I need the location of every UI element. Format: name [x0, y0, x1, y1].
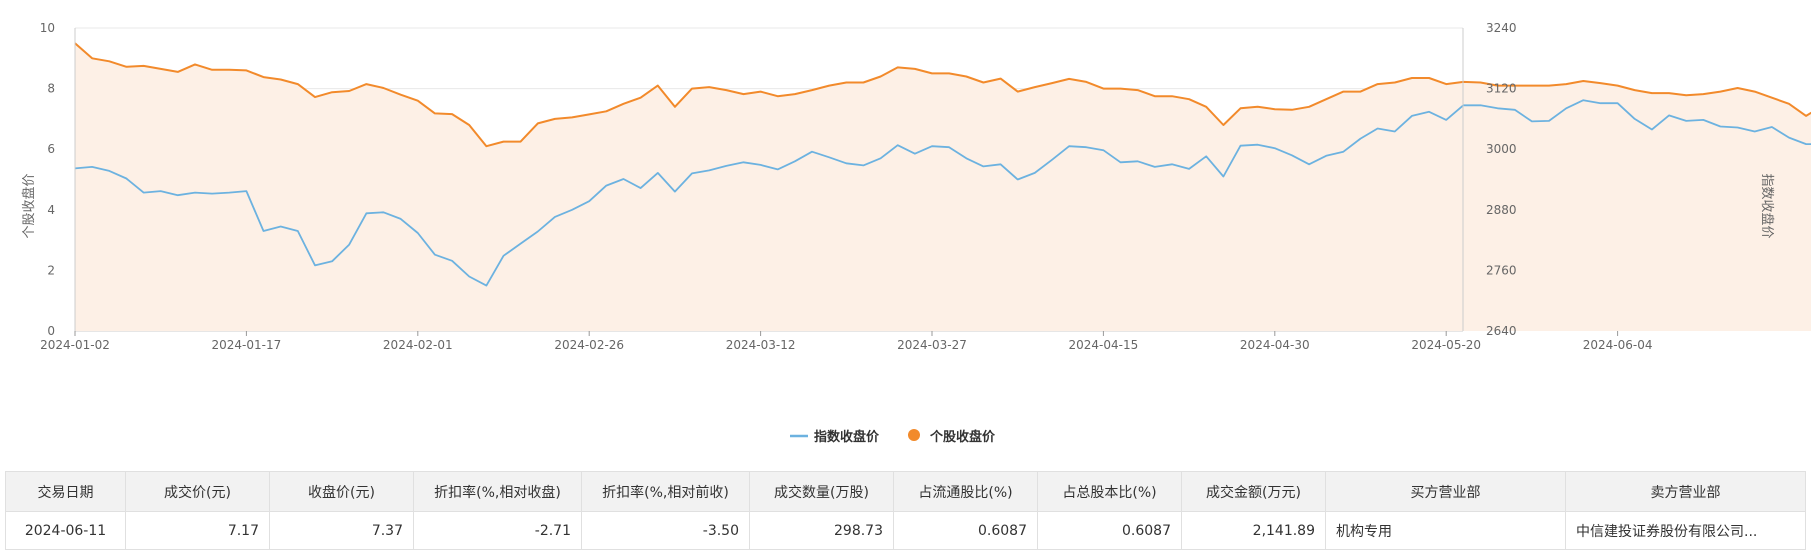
- y-left-tick-label: 2: [47, 263, 55, 277]
- cell-trade-date: 2024-06-11: [5, 511, 126, 550]
- cell-deal-price: 7.17: [125, 511, 270, 550]
- header-discount-close: 折扣率(%,相对收盘): [413, 471, 582, 512]
- header-close-price: 收盘价(元): [269, 471, 414, 512]
- y-axis-left: 0 2 4 6 8 10: [40, 21, 76, 338]
- y-right-tick-label: 3000: [1486, 142, 1517, 156]
- x-tick-label: 2024-01-02: [40, 338, 110, 352]
- cell-discount-close: -2.71: [413, 511, 582, 550]
- cell-volume: 298.73: [749, 511, 894, 550]
- header-volume: 成交数量(万股): [749, 471, 894, 512]
- legend-marker-stock: [908, 429, 920, 441]
- y-axis-left-title: 个股收盘价: [21, 173, 37, 238]
- block-trade-table-wrap: 交易日期 成交价(元) 收盘价(元) 折扣率(%,相对收盘) 折扣率(%,相对前…: [5, 471, 1806, 550]
- y-right-tick-label: 2640: [1486, 324, 1517, 338]
- y-left-tick-label: 6: [47, 142, 55, 156]
- cell-discount-prev: -3.50: [581, 511, 750, 550]
- area-fill-layer: [75, 43, 1811, 331]
- table-row: 2024-06-11 7.17 7.37 -2.71 -3.50 298.73 …: [5, 511, 1806, 550]
- legend: 指数收盘价 个股收盘价: [790, 429, 996, 445]
- legend-label-index: 指数收盘价: [814, 429, 880, 445]
- cell-total-ratio: 0.6087: [1037, 511, 1182, 550]
- stock-area-fill: [75, 43, 1811, 331]
- line-chart: 2024-01-02 2024-01-17 2024-02-01 2024-02-26…: [21, 21, 1811, 445]
- header-float-ratio: 占流通股比(%): [893, 471, 1038, 512]
- chart-area: 2024-01-02 2024-01-17 2024-02-01 2024-02-26…: [21, 21, 1811, 445]
- x-axis: 2024-01-02 2024-01-17 2024-02-01 2024-02-26…: [40, 331, 1652, 352]
- x-tick-label: 2024-04-30: [1240, 338, 1310, 352]
- y-axis-right-title: 指数收盘价: [1759, 173, 1775, 238]
- header-seller: 卖方营业部: [1565, 471, 1806, 512]
- y-right-tick-label: 2880: [1486, 203, 1517, 217]
- cell-amount: 2,141.89: [1181, 511, 1326, 550]
- cell-seller[interactable]: 中信建投证券股份有限公司...: [1565, 511, 1806, 550]
- x-tick-label: 2024-06-04: [1583, 338, 1653, 352]
- header-amount: 成交金额(万元): [1181, 471, 1326, 512]
- y-left-tick-label: 10: [40, 21, 55, 35]
- header-trade-date: 交易日期: [5, 471, 126, 512]
- x-tick-label: 2024-01-17: [212, 338, 282, 352]
- header-discount-prev: 折扣率(%,相对前收): [581, 471, 750, 512]
- y-axis-right: 2640 2760 2880 3000 3120 3240: [1462, 21, 1517, 338]
- cell-buyer[interactable]: 机构专用: [1325, 511, 1566, 550]
- x-tick-label: 2024-04-15: [1069, 338, 1139, 352]
- series-lines: [74, 42, 1811, 287]
- header-buyer: 买方营业部: [1325, 471, 1566, 512]
- table-header-row: 交易日期 成交价(元) 收盘价(元) 折扣率(%,相对收盘) 折扣率(%,相对前…: [5, 471, 1806, 512]
- y-right-tick-label: 2760: [1486, 263, 1517, 277]
- y-left-tick-label: 0: [47, 324, 55, 338]
- x-tick-label: 2024-02-01: [383, 338, 453, 352]
- x-tick-label: 2024-03-27: [897, 338, 967, 352]
- legend-label-stock: 个股收盘价: [929, 429, 996, 445]
- y-right-tick-label: 3120: [1486, 82, 1517, 96]
- y-left-tick-label: 8: [47, 82, 55, 96]
- y-right-tick-label: 3240: [1486, 21, 1517, 35]
- cell-float-ratio: 0.6087: [893, 511, 1038, 550]
- x-tick-label: 2024-03-12: [726, 338, 796, 352]
- x-tick-label: 2024-02-26: [554, 338, 624, 352]
- cell-close-price: 7.37: [269, 511, 414, 550]
- series-line-index: [74, 99, 1811, 287]
- x-tick-label: 2024-05-20: [1411, 338, 1481, 352]
- block-trade-table: 交易日期 成交价(元) 收盘价(元) 折扣率(%,相对收盘) 折扣率(%,相对前…: [5, 471, 1806, 550]
- header-total-ratio: 占总股本比(%): [1037, 471, 1182, 512]
- y-left-tick-label: 4: [47, 203, 55, 217]
- header-deal-price: 成交价(元): [125, 471, 270, 512]
- series-line-stock: [74, 42, 1811, 148]
